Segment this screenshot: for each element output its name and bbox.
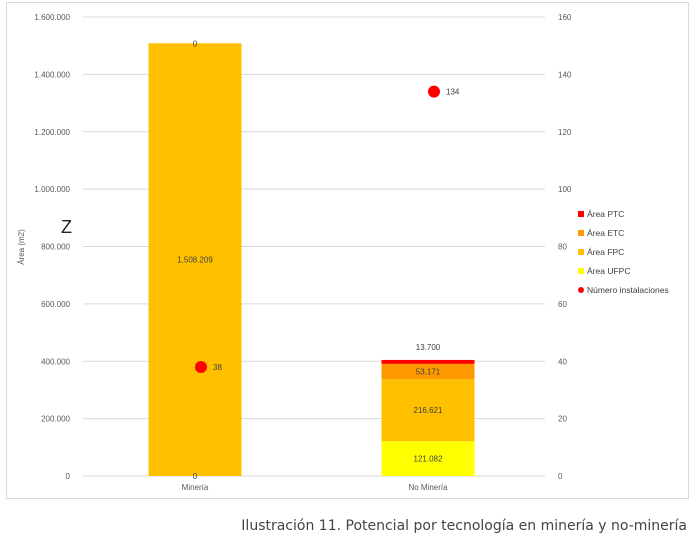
legend-label: Área FPC	[587, 247, 624, 257]
legend-swatch	[578, 268, 584, 274]
data-label: 0	[193, 472, 198, 481]
chart-frame: 0 200.000 400.000 600.000 800.000 1.000.000 1.…	[6, 2, 689, 499]
legend-swatch	[578, 287, 584, 293]
y2-tick-label: 20	[558, 415, 567, 424]
y-tick-label: 800.000	[41, 243, 70, 252]
y2-tick-label: 120	[558, 128, 572, 137]
y-tick-label: 1.000.000	[34, 185, 70, 194]
bar-segment	[381, 359, 475, 364]
y2-tick-label: 80	[558, 243, 567, 252]
y2-tick-label: 40	[558, 357, 567, 366]
legend-label: Número instalaciones	[587, 285, 669, 295]
bar-segment	[381, 441, 475, 476]
data-label: 53.171	[416, 367, 441, 376]
stray-letter: Z	[61, 217, 72, 237]
legend-swatch	[578, 211, 584, 217]
bar-segment	[148, 43, 242, 476]
bar-segment	[381, 363, 475, 380]
y-tick-label: 400.000	[41, 357, 70, 366]
x-tick-label: Minería	[182, 483, 209, 492]
y2-tick-label: 100	[558, 185, 572, 194]
instalaciones-point	[195, 360, 207, 373]
y2-tick-label: 160	[558, 13, 572, 22]
data-label: 121.082	[414, 455, 443, 464]
legend-label: Área PTC	[587, 209, 624, 219]
legend-swatch	[578, 230, 584, 236]
y-tick-label: 200.000	[41, 415, 70, 424]
legend-label: Área ETC	[587, 228, 624, 238]
y-tick-label: 1.200.000	[34, 128, 70, 137]
bar-segment	[381, 379, 475, 442]
y-tick-label: 0	[66, 472, 71, 481]
y-axis-label: Área (m2)	[17, 229, 26, 265]
instalaciones-point	[428, 85, 440, 98]
legend-label: Área UFPC	[587, 266, 630, 276]
data-label: 0	[193, 39, 198, 48]
y2-tick-label: 0	[558, 472, 563, 481]
data-label: 216.621	[414, 406, 443, 415]
point-label: 38	[213, 363, 222, 372]
chart-svg: 0 200.000 400.000 600.000 800.000 1.000.000 1.…	[17, 13, 669, 492]
legend-swatch	[578, 249, 584, 255]
data-label: 13.700	[416, 343, 441, 352]
point-label: 134	[446, 88, 460, 97]
figure-caption: Ilustración 11. Potencial por tecnología…	[241, 518, 687, 534]
y-tick-label: 1.400.000	[34, 70, 70, 79]
data-label: 1.508.209	[177, 256, 213, 265]
y-tick-label: 600.000	[41, 300, 70, 309]
x-tick-label: No Minería	[408, 483, 448, 492]
y2-tick-label: 140	[558, 70, 572, 79]
y-tick-label: 1.600.000	[34, 13, 70, 22]
y2-tick-label: 60	[558, 300, 567, 309]
